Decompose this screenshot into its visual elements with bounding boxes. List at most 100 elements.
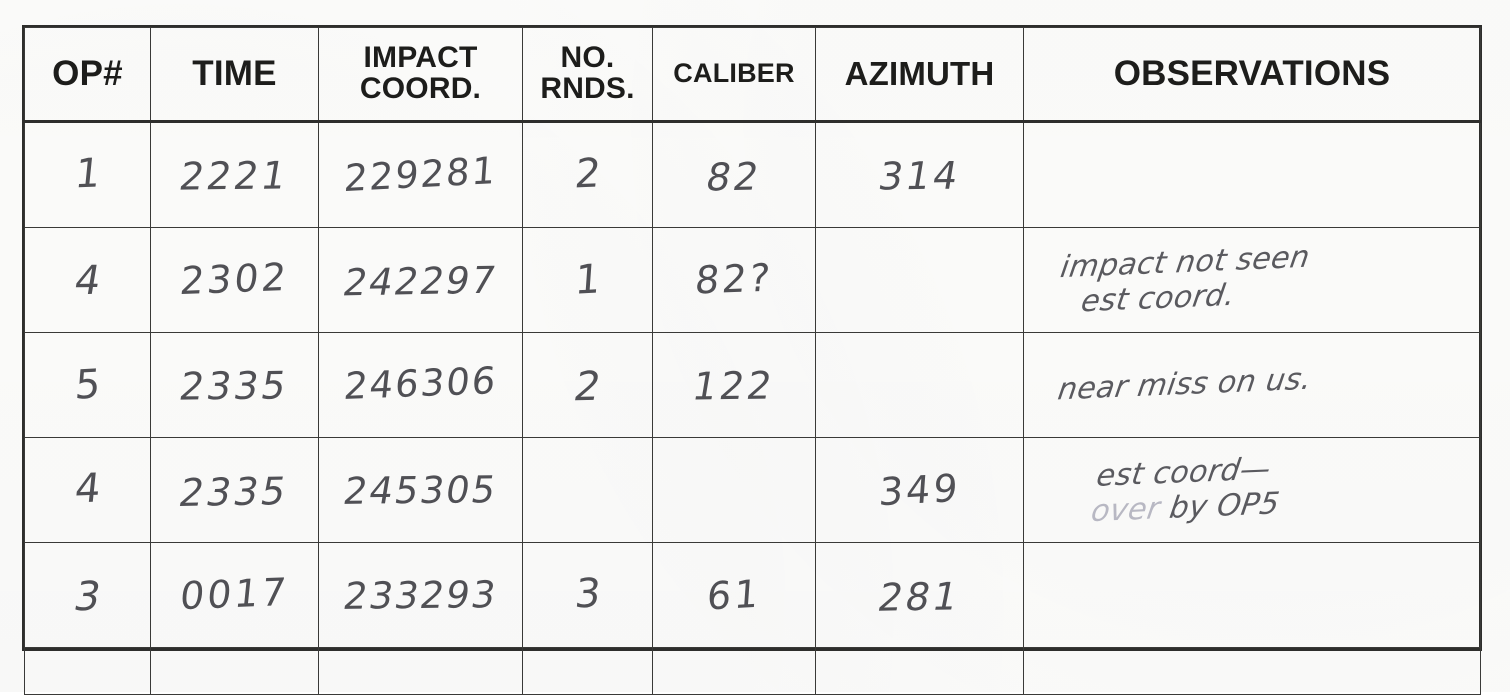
column-header-azimuth: AZIMUTH [815,27,1024,123]
cell-impact-coord: 242297 [318,227,523,333]
column-header-no-rnds-label: NO. RNDS. [523,43,652,104]
cell-observations [1023,647,1481,695]
value-op: 4 [70,257,104,304]
cell-op: 3 [24,542,151,648]
cell-caliber: 82? [652,227,816,333]
table-row: 1 2221 229281 2 82 314 [24,121,1481,228]
value-observations: impact not seen est coord. [1053,239,1312,321]
table-row [24,647,1481,695]
cell-azimuth [815,332,1024,438]
table-row: 5 2335 246306 2 122 near miss o [24,332,1481,438]
cell-observations: est coord— over by OP5 [1023,437,1481,543]
observations-line-2-main: by OP5 [1167,486,1282,526]
cell-caliber [652,647,816,695]
cell-observations [1023,121,1481,228]
column-header-observations-label: OBSERVATIONS [1113,54,1391,94]
value-caliber: 82? [693,255,776,303]
impact-coord-line-2: COORD. [359,72,482,105]
value-impact-coord: 242297 [339,258,501,305]
value-caliber: 122 [689,363,779,409]
value-impact-coord: 245305 [340,468,501,514]
cell-time: 2302 [150,227,319,333]
table-header: OP# TIME IMPACT COORD. NO. RNDS. [24,27,1481,123]
no-rnds-line-1: NO. [560,41,615,75]
value-time: 2302 [178,254,292,304]
cell-op: 1 [24,121,151,228]
cell-observations [1023,542,1481,648]
table-row: 4 2302 242297 1 82? [24,227,1481,333]
value-caliber: 82 [702,154,766,200]
observations-line-2: over by OP5 [1089,486,1282,530]
observation-log-table: OP# TIME IMPACT COORD. NO. RNDS. [24,27,1481,695]
column-header-observations: OBSERVATIONS [1023,27,1481,123]
cell-op: 4 [24,227,151,333]
cell-azimuth: 314 [815,121,1024,228]
cell-impact-coord: 233293 [318,542,523,648]
cell-caliber: 61 [652,542,816,648]
column-header-op: OP# [24,27,151,123]
column-header-caliber-label: CALIBER [673,58,795,89]
value-op: 3 [69,573,105,621]
value-time: 2221 [176,153,293,199]
value-caliber: 61 [705,571,763,619]
table-body: 1 2221 229281 2 82 314 [24,121,1481,695]
value-op: 5 [73,361,102,409]
column-header-caliber: CALIBER [652,27,816,123]
cell-time [150,647,319,695]
cell-azimuth: 281 [815,542,1024,648]
cell-azimuth: 349 [815,437,1024,543]
cell-no-rnds [522,647,653,695]
value-no-rnds: 2 [569,363,605,411]
table-row: 3 0017 233293 3 61 281 [24,542,1481,648]
column-header-impact-coord: IMPACT COORD. [318,27,523,123]
value-observations: near miss on us. [1055,361,1315,408]
impact-coord-line-1: IMPACT [363,41,478,75]
value-op: 4 [72,465,103,513]
cell-caliber: 122 [652,332,816,438]
column-header-op-label: OP# [52,54,123,94]
cell-time: 2335 [150,437,319,543]
value-impact-coord: 229281 [342,149,499,201]
column-header-time-label: TIME [192,54,277,94]
cell-time: 0017 [150,542,319,648]
cell-no-rnds: 1 [522,227,653,333]
table-row: 4 2335 245305 349 [24,437,1481,543]
cell-impact-coord [318,647,523,695]
value-time: 0017 [178,569,292,619]
value-no-rnds: 3 [572,570,603,618]
cell-op [24,647,151,695]
cell-impact-coord: 246306 [318,332,523,438]
column-header-azimuth-label: AZIMUTH [844,55,995,93]
column-header-impact-coord-label: IMPACT COORD. [319,43,522,104]
cell-azimuth [815,647,1024,695]
value-op: 1 [72,150,103,198]
cell-no-rnds: 2 [522,332,653,438]
cell-op: 4 [24,437,151,543]
cell-op: 5 [24,332,151,438]
value-observations: est coord— over by OP5 [1089,450,1288,529]
value-no-rnds: 2 [572,150,603,198]
cell-time: 2335 [150,332,319,438]
value-azimuth: 314 [874,153,964,199]
cell-caliber: 82 [652,121,816,228]
cell-azimuth [815,227,1024,333]
value-impact-coord: 246306 [341,359,500,409]
column-header-no-rnds: NO. RNDS. [522,27,653,123]
value-azimuth: 349 [877,465,962,515]
value-time: 2335 [176,363,293,409]
no-rnds-line-2: RNDS. [540,72,635,105]
cell-no-rnds: 3 [522,542,653,648]
cell-observations: near miss on us. [1023,332,1481,438]
column-header-time: TIME [150,27,319,123]
cell-no-rnds: 2 [522,121,653,228]
value-time: 2335 [175,468,293,515]
observations-line-2-faint: over [1088,491,1163,530]
cell-impact-coord: 229281 [318,121,523,228]
value-no-rnds: 1 [573,256,602,304]
cell-no-rnds [522,437,653,543]
cell-observations: impact not seen est coord. [1023,227,1481,333]
header-row: OP# TIME IMPACT COORD. NO. RNDS. [24,27,1481,123]
cell-caliber [652,437,816,543]
cell-impact-coord: 245305 [318,437,523,543]
